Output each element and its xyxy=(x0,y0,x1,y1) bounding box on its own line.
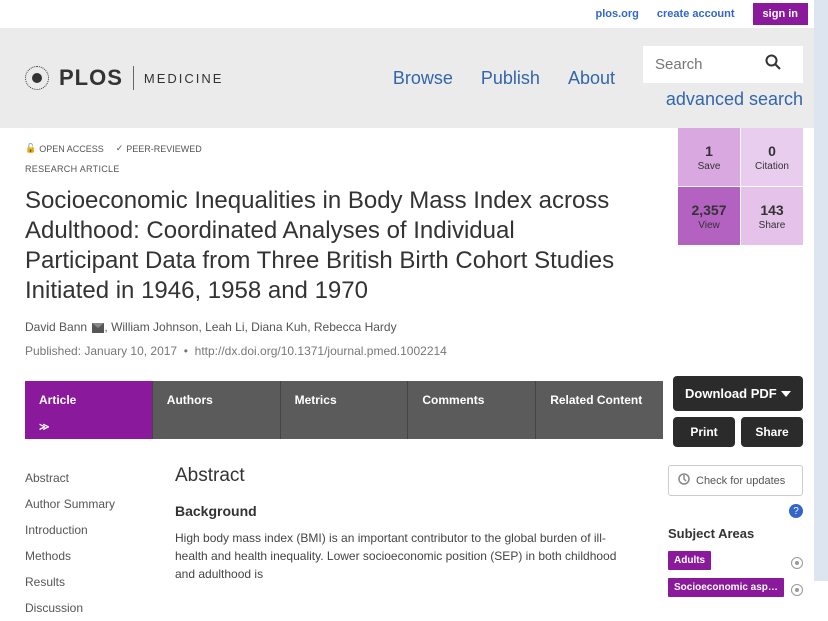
plos-logo-icon xyxy=(25,66,49,90)
metric-citation[interactable]: 0Citation xyxy=(741,128,803,186)
right-sidebar: Check for updates ? Subject Areas Adults… xyxy=(668,465,803,621)
refresh-icon xyxy=(677,472,691,489)
logo-divider xyxy=(133,66,134,90)
logo[interactable]: PLOS MEDICINE xyxy=(25,65,223,91)
toc-abstract[interactable]: Abstract xyxy=(25,465,155,491)
author-list: David Bann , William Johnson, Leah Li, D… xyxy=(25,320,803,334)
logo-text: PLOS xyxy=(59,65,123,91)
tab-metrics[interactable]: Metrics xyxy=(281,381,409,439)
search-icon[interactable] xyxy=(765,54,781,75)
metric-save[interactable]: 1Save xyxy=(678,128,740,186)
sign-in-button[interactable]: sign in xyxy=(753,3,808,25)
peer-reviewed-icon: ✓ xyxy=(116,143,124,154)
open-access-label: OPEN ACCESS xyxy=(39,144,104,154)
check-updates-button[interactable]: Check for updates xyxy=(668,465,803,496)
table-of-contents: Abstract Author Summary Introduction Met… xyxy=(25,465,155,621)
tab-authors[interactable]: Authors xyxy=(153,381,281,439)
doi-link[interactable]: http://dx.doi.org/10.1371/journal.pmed.1… xyxy=(195,344,447,358)
create-account-link[interactable]: create account xyxy=(657,8,735,20)
logo-journal: MEDICINE xyxy=(144,71,224,86)
tab-comments[interactable]: Comments xyxy=(408,381,536,439)
author[interactable]: Diana Kuh xyxy=(251,320,307,334)
toc-introduction[interactable]: Introduction xyxy=(25,517,155,543)
author[interactable]: Rebecca Hardy xyxy=(314,320,397,334)
open-access-icon: 🔓 xyxy=(25,143,36,154)
article-tabs: Article ≫ Authors Metrics Comments Relat… xyxy=(25,381,663,439)
share-button[interactable]: Share xyxy=(741,417,803,447)
publication-info: Published: January 10, 2017 • http://dx.… xyxy=(25,344,803,358)
article-body: Abstract Background High body mass index… xyxy=(175,465,648,621)
action-buttons: Download PDF Print Share xyxy=(673,376,803,447)
search-input[interactable] xyxy=(655,56,765,73)
nav-browse[interactable]: Browse xyxy=(393,68,453,89)
print-button[interactable]: Print xyxy=(673,417,735,447)
main-nav: Browse Publish About advanced search xyxy=(393,46,803,110)
metric-view[interactable]: 2,357View xyxy=(678,187,740,245)
target-icon[interactable] xyxy=(791,557,803,569)
author[interactable]: William Johnson xyxy=(111,320,198,334)
toc-methods[interactable]: Methods xyxy=(25,543,155,569)
article-title: Socioeconomic Inequalities in Body Mass … xyxy=(25,186,615,306)
target-icon[interactable] xyxy=(791,584,803,596)
corresponding-author-icon[interactable] xyxy=(92,323,104,333)
subject-areas-heading: Subject Areas xyxy=(668,526,803,541)
advanced-search-link[interactable]: advanced search xyxy=(666,89,803,110)
tab-related[interactable]: Related Content xyxy=(536,381,663,439)
metrics-box: 1Save 0Citation 2,357View 143Share xyxy=(678,128,803,245)
caret-down-icon xyxy=(781,391,791,397)
top-utility-bar: plos.org create account sign in xyxy=(0,0,828,28)
author[interactable]: Leah Li xyxy=(205,320,244,334)
abstract-text: High body mass index (BMI) is an importa… xyxy=(175,529,638,583)
peer-reviewed-label: PEER-REVIEWED xyxy=(126,144,202,154)
site-header: PLOS MEDICINE Browse Publish About advan… xyxy=(0,28,828,128)
toc-results[interactable]: Results xyxy=(25,569,155,595)
toc-author-summary[interactable]: Author Summary xyxy=(25,491,155,517)
author[interactable]: David Bann xyxy=(25,320,87,334)
chevron-down-icon: ≫ xyxy=(39,422,49,433)
download-pdf-button[interactable]: Download PDF xyxy=(673,376,803,411)
nav-publish[interactable]: Publish xyxy=(481,68,540,89)
nav-about[interactable]: About xyxy=(568,68,615,89)
metric-share[interactable]: 143Share xyxy=(741,187,803,245)
tab-article[interactable]: Article ≫ xyxy=(25,381,153,439)
search-box[interactable] xyxy=(643,46,803,83)
abstract-heading: Abstract xyxy=(175,465,638,487)
pub-date: Published: January 10, 2017 xyxy=(25,344,177,358)
toc-discussion[interactable]: Discussion xyxy=(25,595,155,621)
abstract-subheading: Background xyxy=(175,503,638,519)
info-icon[interactable]: ? xyxy=(789,504,803,518)
subject-tag[interactable]: Adults xyxy=(668,551,711,570)
plos-org-link[interactable]: plos.org xyxy=(596,8,639,20)
